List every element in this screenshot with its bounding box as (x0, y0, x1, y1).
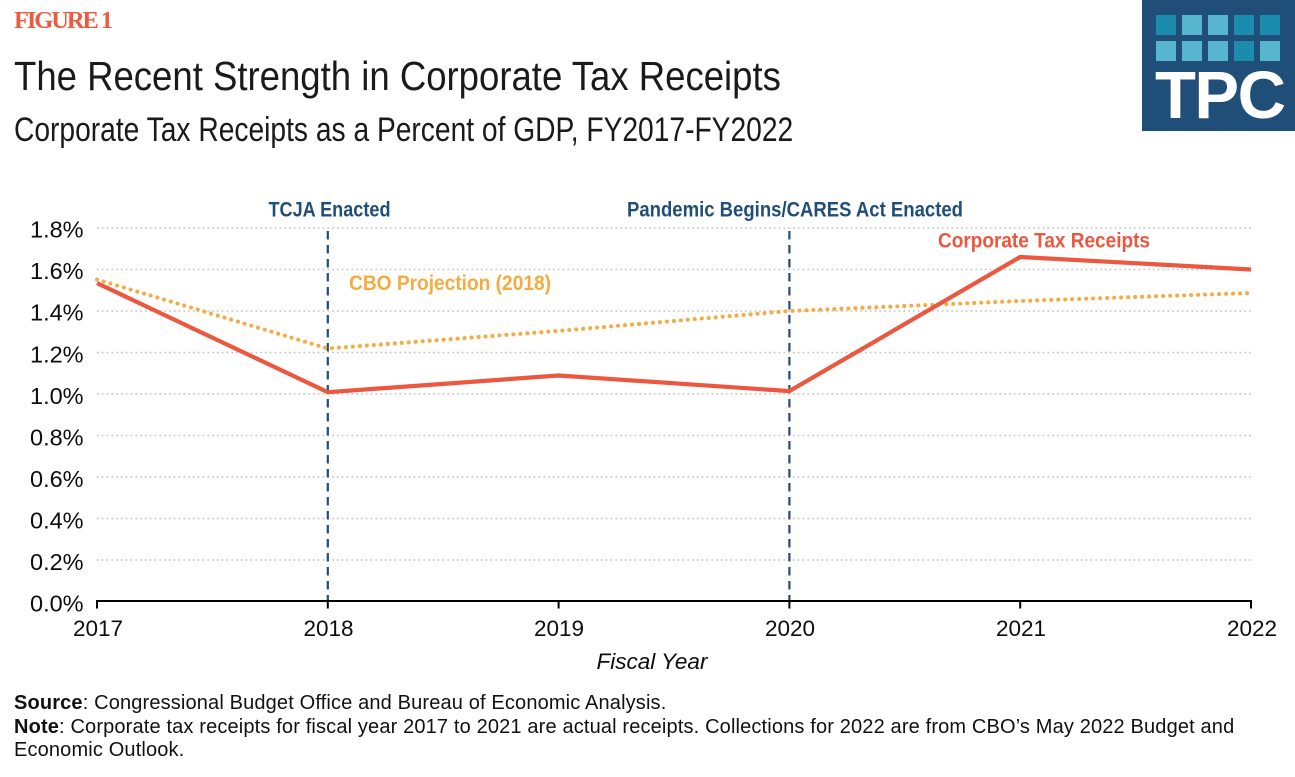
svg-text:0.2%: 0.2% (30, 549, 84, 575)
svg-text:2021: 2021 (996, 616, 1046, 641)
svg-text:2020: 2020 (765, 616, 815, 641)
svg-text:2017: 2017 (73, 616, 123, 641)
svg-text:0.8%: 0.8% (30, 425, 84, 451)
svg-text:0.0%: 0.0% (30, 591, 84, 617)
svg-text:0.6%: 0.6% (30, 466, 84, 492)
svg-text:1.0%: 1.0% (30, 383, 84, 409)
svg-text:1.6%: 1.6% (30, 258, 84, 284)
svg-text:0.4%: 0.4% (30, 508, 84, 534)
svg-text:2019: 2019 (534, 616, 584, 641)
svg-text:TCJA Enacted: TCJA Enacted (269, 199, 391, 222)
svg-text:2018: 2018 (303, 616, 353, 641)
svg-text:1.4%: 1.4% (30, 300, 84, 326)
svg-text:1.8%: 1.8% (30, 217, 84, 243)
svg-text:Fiscal Year: Fiscal Year (597, 649, 709, 674)
svg-text:CBO Projection (2018): CBO Projection (2018) (349, 272, 551, 295)
svg-text:Corporate Tax Receipts: Corporate Tax Receipts (938, 230, 1150, 253)
svg-text:1.2%: 1.2% (30, 342, 84, 368)
svg-text:Pandemic Begins/CARES Act Enac: Pandemic Begins/CARES Act Enacted (627, 199, 963, 222)
svg-text:2022: 2022 (1227, 616, 1277, 641)
